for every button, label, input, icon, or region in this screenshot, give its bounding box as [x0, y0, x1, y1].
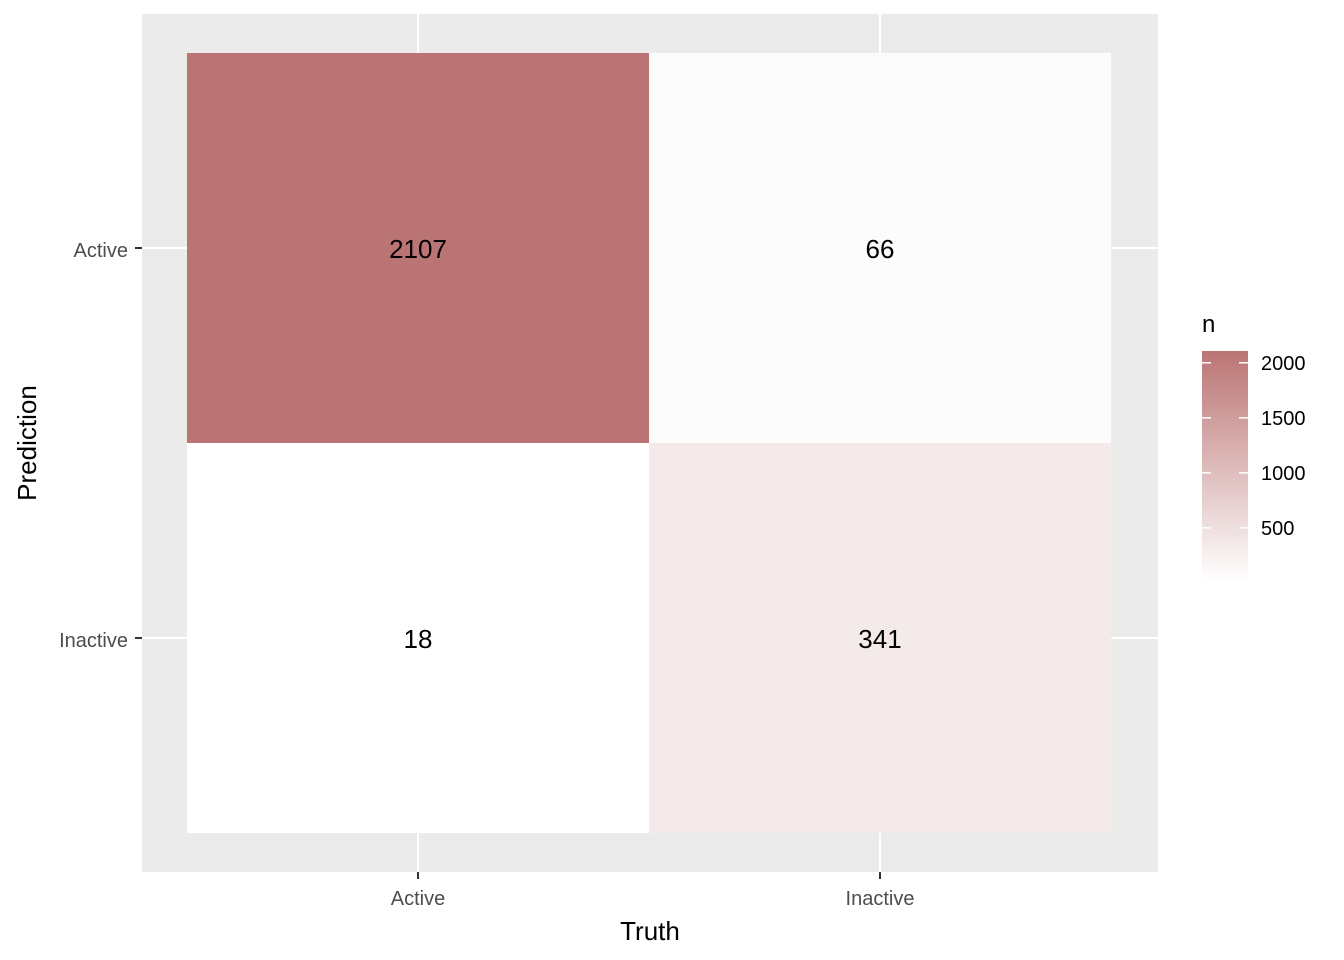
heatmap-cell-pred-active-inactive [649, 53, 1111, 443]
x-axis-title: Truth [620, 916, 680, 946]
x-tick-label-inactive: Inactive [846, 888, 915, 910]
cell-value-label-pred-active-inactive: 66 [866, 234, 895, 264]
legend-break-label-2000: 2000 [1261, 353, 1306, 375]
axis-ticks [135, 247, 881, 879]
legend-ticks: 500 1000 1500 2000 [1202, 353, 1306, 540]
heatmap-cells [187, 53, 1111, 833]
y-axis-title: Prediction [12, 385, 42, 501]
cell-value-labels: 2107 66 18 341 [389, 234, 902, 654]
cell-value-label-pred-inactive-active: 18 [404, 624, 433, 654]
legend-break-label-1500: 1500 [1261, 408, 1306, 430]
y-tick-label-active: Active [74, 240, 128, 262]
heatmap-cell-pred-inactive-active [187, 443, 649, 833]
heatmap-cell-pred-inactive-inactive [649, 443, 1111, 833]
legend-colorbar [1202, 351, 1248, 581]
cell-value-label-pred-active-active: 2107 [389, 234, 447, 264]
heatmap-cell-pred-active-active [187, 53, 649, 443]
legend-title: n [1202, 311, 1215, 338]
legend-break-label-1000: 1000 [1261, 463, 1306, 485]
cell-value-label-pred-inactive-inactive: 341 [858, 624, 901, 654]
legend-break-label-500: 500 [1261, 518, 1294, 540]
x-tick-label-active: Active [391, 888, 445, 910]
y-tick-label-inactive: Inactive [59, 630, 128, 652]
